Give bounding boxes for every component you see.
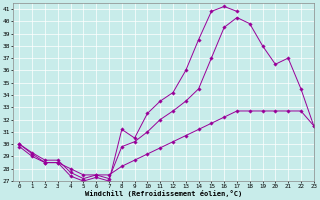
X-axis label: Windchill (Refroidissement éolien,°C): Windchill (Refroidissement éolien,°C) (85, 190, 242, 197)
